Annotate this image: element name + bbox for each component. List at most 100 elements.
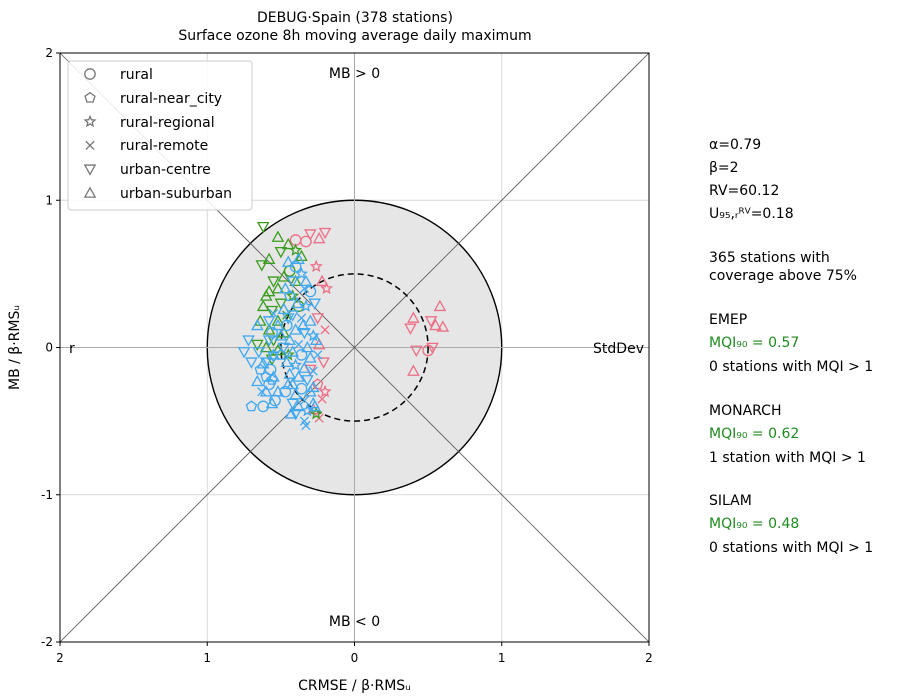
data-point (407, 364, 420, 376)
data-point (259, 289, 273, 301)
data-point (311, 313, 324, 325)
data-point (245, 357, 258, 369)
data-point (286, 289, 300, 302)
x-axis-label: CRMSE / β·RMSᵤ (298, 678, 411, 694)
data-point (242, 335, 255, 347)
legend-marker-x (85, 140, 95, 151)
data-point (271, 282, 285, 294)
legend-label-rural-remote: rural-remote (120, 138, 208, 154)
legend-label-rural-near-city: rural-near_city (120, 91, 222, 107)
data-point (274, 329, 288, 341)
data-point (313, 350, 323, 360)
data-point (422, 344, 434, 357)
data-point (433, 299, 447, 312)
data-point (286, 398, 299, 410)
data-point (266, 326, 278, 339)
legend-marker-pentagon (84, 91, 96, 103)
data-point (308, 399, 322, 412)
data-point (245, 400, 258, 412)
model-stations-silam: 0 stations with MQI > 1 (709, 540, 874, 556)
annotation-top: MB > 0 (329, 66, 380, 82)
annotation-left: r (69, 341, 75, 357)
data-point (274, 246, 288, 259)
data-point (265, 305, 279, 318)
y-axis-label: MB / β·RMSᵤ (7, 305, 23, 390)
data-point (283, 367, 297, 379)
data-point (284, 289, 296, 301)
data-point (281, 347, 295, 361)
x-tick-label: 1 (498, 651, 506, 665)
data-point (308, 366, 318, 376)
legend-label-rural: rural (120, 67, 153, 83)
data-point (296, 318, 310, 331)
data-point (282, 310, 292, 320)
data-point (299, 299, 313, 312)
annotation-bottom: MB < 0 (329, 614, 380, 630)
data-point (286, 310, 299, 322)
legend-marker-triangle-up (83, 186, 97, 198)
data-point (304, 285, 317, 298)
data-point (293, 339, 304, 350)
data-point (262, 316, 276, 328)
data-point (259, 357, 273, 369)
model-name-silam: SILAM (709, 493, 752, 509)
model-stations-emep: 0 stations with MQI > 1 (709, 359, 874, 375)
data-point (284, 407, 298, 419)
data-point (271, 230, 285, 242)
model-mqi-emep: MQI₉₀ = 0.57 (709, 335, 800, 351)
data-point (309, 333, 323, 345)
legend-label-urban-centre: urban-centre (120, 162, 211, 178)
data-point (259, 385, 273, 397)
data-point (301, 420, 311, 431)
alpha-value: α=0.79 (709, 137, 762, 153)
data-point (318, 227, 332, 240)
legend-marker-star (83, 114, 97, 128)
axis-ticks: 2 1 0 1 2 2 1 0 -1 -2 (41, 46, 653, 665)
model-mqi-monarch: MQI₉₀ = 0.62 (709, 426, 800, 442)
data-point (256, 221, 270, 234)
data-point (281, 255, 295, 267)
data-point (301, 340, 314, 353)
data-point (251, 318, 264, 331)
rv-value: RV=60.12 (709, 183, 780, 199)
data-point (309, 259, 323, 273)
annotation-right: StdDev (593, 341, 644, 357)
coverage-line-2: coverage above 75% (709, 268, 857, 284)
data-point (286, 276, 299, 288)
data-point (317, 394, 327, 404)
data-point (315, 274, 329, 287)
data-point (319, 281, 334, 295)
data-point (265, 396, 279, 409)
data-point (426, 342, 439, 355)
y-tick-label: -2 (41, 635, 53, 649)
series-emep (289, 227, 450, 423)
data-point (262, 323, 276, 335)
data-point (292, 370, 305, 382)
data-point (304, 351, 317, 363)
data-point (277, 270, 291, 282)
model-name-emep: EMEP (709, 312, 748, 328)
data-point (320, 325, 330, 335)
data-point (255, 260, 269, 272)
data-point (257, 387, 267, 397)
data-point (257, 400, 270, 413)
y-tick-label: -1 (41, 488, 53, 502)
data-point (404, 323, 417, 335)
data-point (280, 355, 294, 368)
data-point (299, 395, 310, 406)
data-point (275, 348, 287, 360)
data-point (295, 382, 308, 395)
data-point (289, 358, 303, 371)
data-point (292, 252, 305, 264)
data-point (262, 252, 276, 264)
model-name-monarch: MONARCH (709, 403, 782, 419)
data-point (436, 320, 450, 332)
series-monarch (251, 221, 323, 420)
data-point (267, 351, 280, 363)
data-point (281, 377, 295, 390)
beta-value: β=2 (709, 160, 739, 176)
legend-marker-circle (84, 68, 96, 80)
data-point (295, 349, 308, 361)
x-tick-label: 2 (56, 651, 64, 665)
